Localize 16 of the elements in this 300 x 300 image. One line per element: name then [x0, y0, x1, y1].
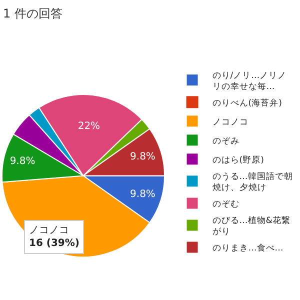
data-label: 22%	[78, 120, 100, 132]
legend-label: のぞむ	[212, 200, 240, 210]
legend-label: のりまき…食べ…	[212, 242, 284, 254]
legend-label: のりべん(海苔弁)	[212, 97, 282, 108]
legend-label: のぞみ	[212, 136, 240, 146]
slice-label: ノコノコ	[29, 225, 69, 236]
legend-label: のうる…韓国語で朝焼け、夕焼け	[212, 170, 293, 193]
data-label: 9.8%	[130, 151, 156, 162]
chart-title: 1 件の回答	[3, 6, 62, 20]
legend-label: のはら(野原)	[212, 154, 264, 166]
data-label: 9.8%	[130, 189, 156, 200]
legend-label: のり/ノリ…ノリノリの幸せな毎…	[212, 70, 287, 92]
legend-label: のびる…植物&花繋がり	[212, 215, 290, 238]
legend-label: ノコノコ	[212, 117, 248, 128]
text: 16 (39%)	[29, 238, 80, 249]
data-label: 9.8%	[10, 156, 36, 168]
